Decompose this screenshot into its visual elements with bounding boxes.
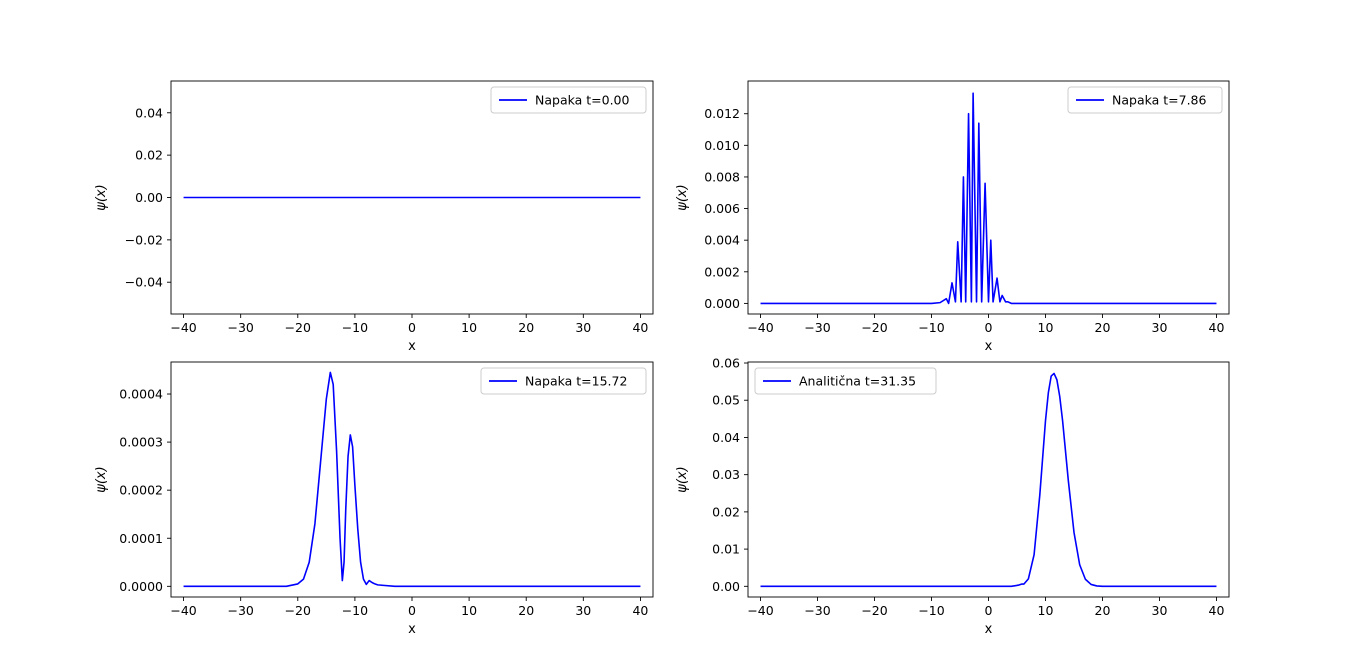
y-tick-label: 0.010 xyxy=(704,138,740,153)
y-tick-label: 0.008 xyxy=(704,169,740,184)
x-tick-label: 20 xyxy=(518,603,534,618)
x-tick-label: −20 xyxy=(861,603,887,618)
x-tick-label: 0 xyxy=(408,320,416,335)
x-tick-label: 40 xyxy=(1209,320,1225,335)
y-tick-label: 0.0000 xyxy=(119,579,163,594)
x-tick-label: −30 xyxy=(227,320,253,335)
y-tick-label: −0.04 xyxy=(125,275,163,290)
y-tick-label: 0.0001 xyxy=(119,531,163,546)
x-tick-label: −10 xyxy=(918,603,944,618)
y-tick-label: 0.00 xyxy=(712,579,740,594)
x-tick-label: 30 xyxy=(1152,603,1168,618)
legend-entry-label: Napaka t=7.86 xyxy=(1112,93,1207,108)
x-tick-label: −40 xyxy=(747,603,773,618)
x-tick-label: 10 xyxy=(461,603,477,618)
x-tick-label: −20 xyxy=(861,320,887,335)
legend-box xyxy=(754,367,937,395)
x-tick-label: 40 xyxy=(1209,603,1225,618)
legend-entry-label: Napaka t=0.00 xyxy=(535,93,630,108)
legend: Napaka t=0.00 xyxy=(490,86,647,114)
x-tick-label: 10 xyxy=(1038,603,1054,618)
x-tick-label: 20 xyxy=(518,320,534,335)
x-tick-label: −20 xyxy=(285,603,311,618)
y-tick-label: 0.000 xyxy=(704,296,740,311)
legend: Analitična t=31.35 xyxy=(754,367,937,395)
x-tick-label: −30 xyxy=(804,320,830,335)
y-tick-label: 0.012 xyxy=(704,106,740,121)
y-tick-label: 0.01 xyxy=(712,542,740,557)
legend-box xyxy=(480,367,647,395)
axes-frame xyxy=(170,361,654,598)
y-tick-label: 0.004 xyxy=(704,233,740,248)
x-tick-label: 10 xyxy=(461,320,477,335)
y-tick-label: 0.00 xyxy=(135,190,163,205)
x-tick-label: −30 xyxy=(804,603,830,618)
axes-frame xyxy=(747,361,1230,598)
legend-entry-label: Analitična t=31.35 xyxy=(799,374,916,389)
x-tick-label: −40 xyxy=(170,320,196,335)
y-tick-label: 0.06 xyxy=(712,356,740,371)
y-axis-label: ψ(x) xyxy=(675,466,690,492)
legend-box xyxy=(490,86,647,114)
subplot-3: −40 −30 −20 −10 0 10 20 30 40 0.0000 0.0001 0.0002 0… xyxy=(94,361,654,637)
y-axis-label: ψ(x) xyxy=(94,466,109,492)
y-axis-label: ψ(x) xyxy=(675,184,690,210)
x-tick-label: 0 xyxy=(985,603,993,618)
y-tick-label: 0.002 xyxy=(704,264,740,279)
series-line-1 xyxy=(760,92,1217,305)
y-tick-label: 0.04 xyxy=(712,430,740,445)
y-tick-label: 0.05 xyxy=(712,393,740,408)
subplot-4: −40 −30 −20 −10 0 10 20 30 40 0.00 0.01 0.02 0.03 0.0… xyxy=(675,356,1230,637)
y-tick-label: 0.04 xyxy=(135,105,163,120)
x-tick-label: 40 xyxy=(632,320,648,335)
x-tick-label: −10 xyxy=(342,320,368,335)
x-tick-label: 0 xyxy=(985,320,993,335)
x-tick-label: 20 xyxy=(1095,603,1111,618)
x-tick-label: −10 xyxy=(918,320,944,335)
y-tick-label: 0.02 xyxy=(135,148,163,163)
x-tick-label: −30 xyxy=(227,603,253,618)
subplot-1: −40 −30 −20 −10 0 10 20 30 40 −0.04 −0.02 0.00 0.02 0… xyxy=(94,80,654,354)
x-axis-label: x xyxy=(985,622,993,637)
y-tick-label: 0.03 xyxy=(712,467,740,482)
legend-box xyxy=(1067,86,1223,114)
x-tick-label: 30 xyxy=(575,320,591,335)
legend-entry-label: Napaka t=15.72 xyxy=(525,374,627,389)
x-axis-label: x xyxy=(408,339,416,354)
y-tick-label: 0.02 xyxy=(712,504,740,519)
subplot-2: −40 −30 −20 −10 0 10 20 30 40 0.000 0.002 0.004 0.00… xyxy=(675,80,1230,354)
x-tick-label: 10 xyxy=(1038,320,1054,335)
legend: Napaka t=7.86 xyxy=(1067,86,1223,114)
x-tick-label: −10 xyxy=(342,603,368,618)
x-tick-label: 20 xyxy=(1095,320,1111,335)
x-tick-label: 30 xyxy=(575,603,591,618)
y-tick-label: 0.0003 xyxy=(119,435,163,450)
x-axis-label: x xyxy=(985,339,993,354)
series-line-1 xyxy=(760,372,1217,588)
y-axis-label: ψ(x) xyxy=(94,184,109,210)
x-tick-label: 30 xyxy=(1152,320,1168,335)
y-tick-label: 0.006 xyxy=(704,201,740,216)
y-tick-label: 0.0004 xyxy=(119,387,163,402)
series-line-1 xyxy=(183,371,641,588)
x-tick-label: −20 xyxy=(285,320,311,335)
y-tick-label: −0.02 xyxy=(125,232,163,247)
x-tick-label: 0 xyxy=(408,603,416,618)
x-tick-label: −40 xyxy=(747,320,773,335)
x-tick-label: −40 xyxy=(170,603,196,618)
y-tick-label: 0.0002 xyxy=(119,483,163,498)
legend: Napaka t=15.72 xyxy=(480,367,647,395)
x-tick-label: 40 xyxy=(632,603,648,618)
x-axis-label: x xyxy=(408,622,416,637)
